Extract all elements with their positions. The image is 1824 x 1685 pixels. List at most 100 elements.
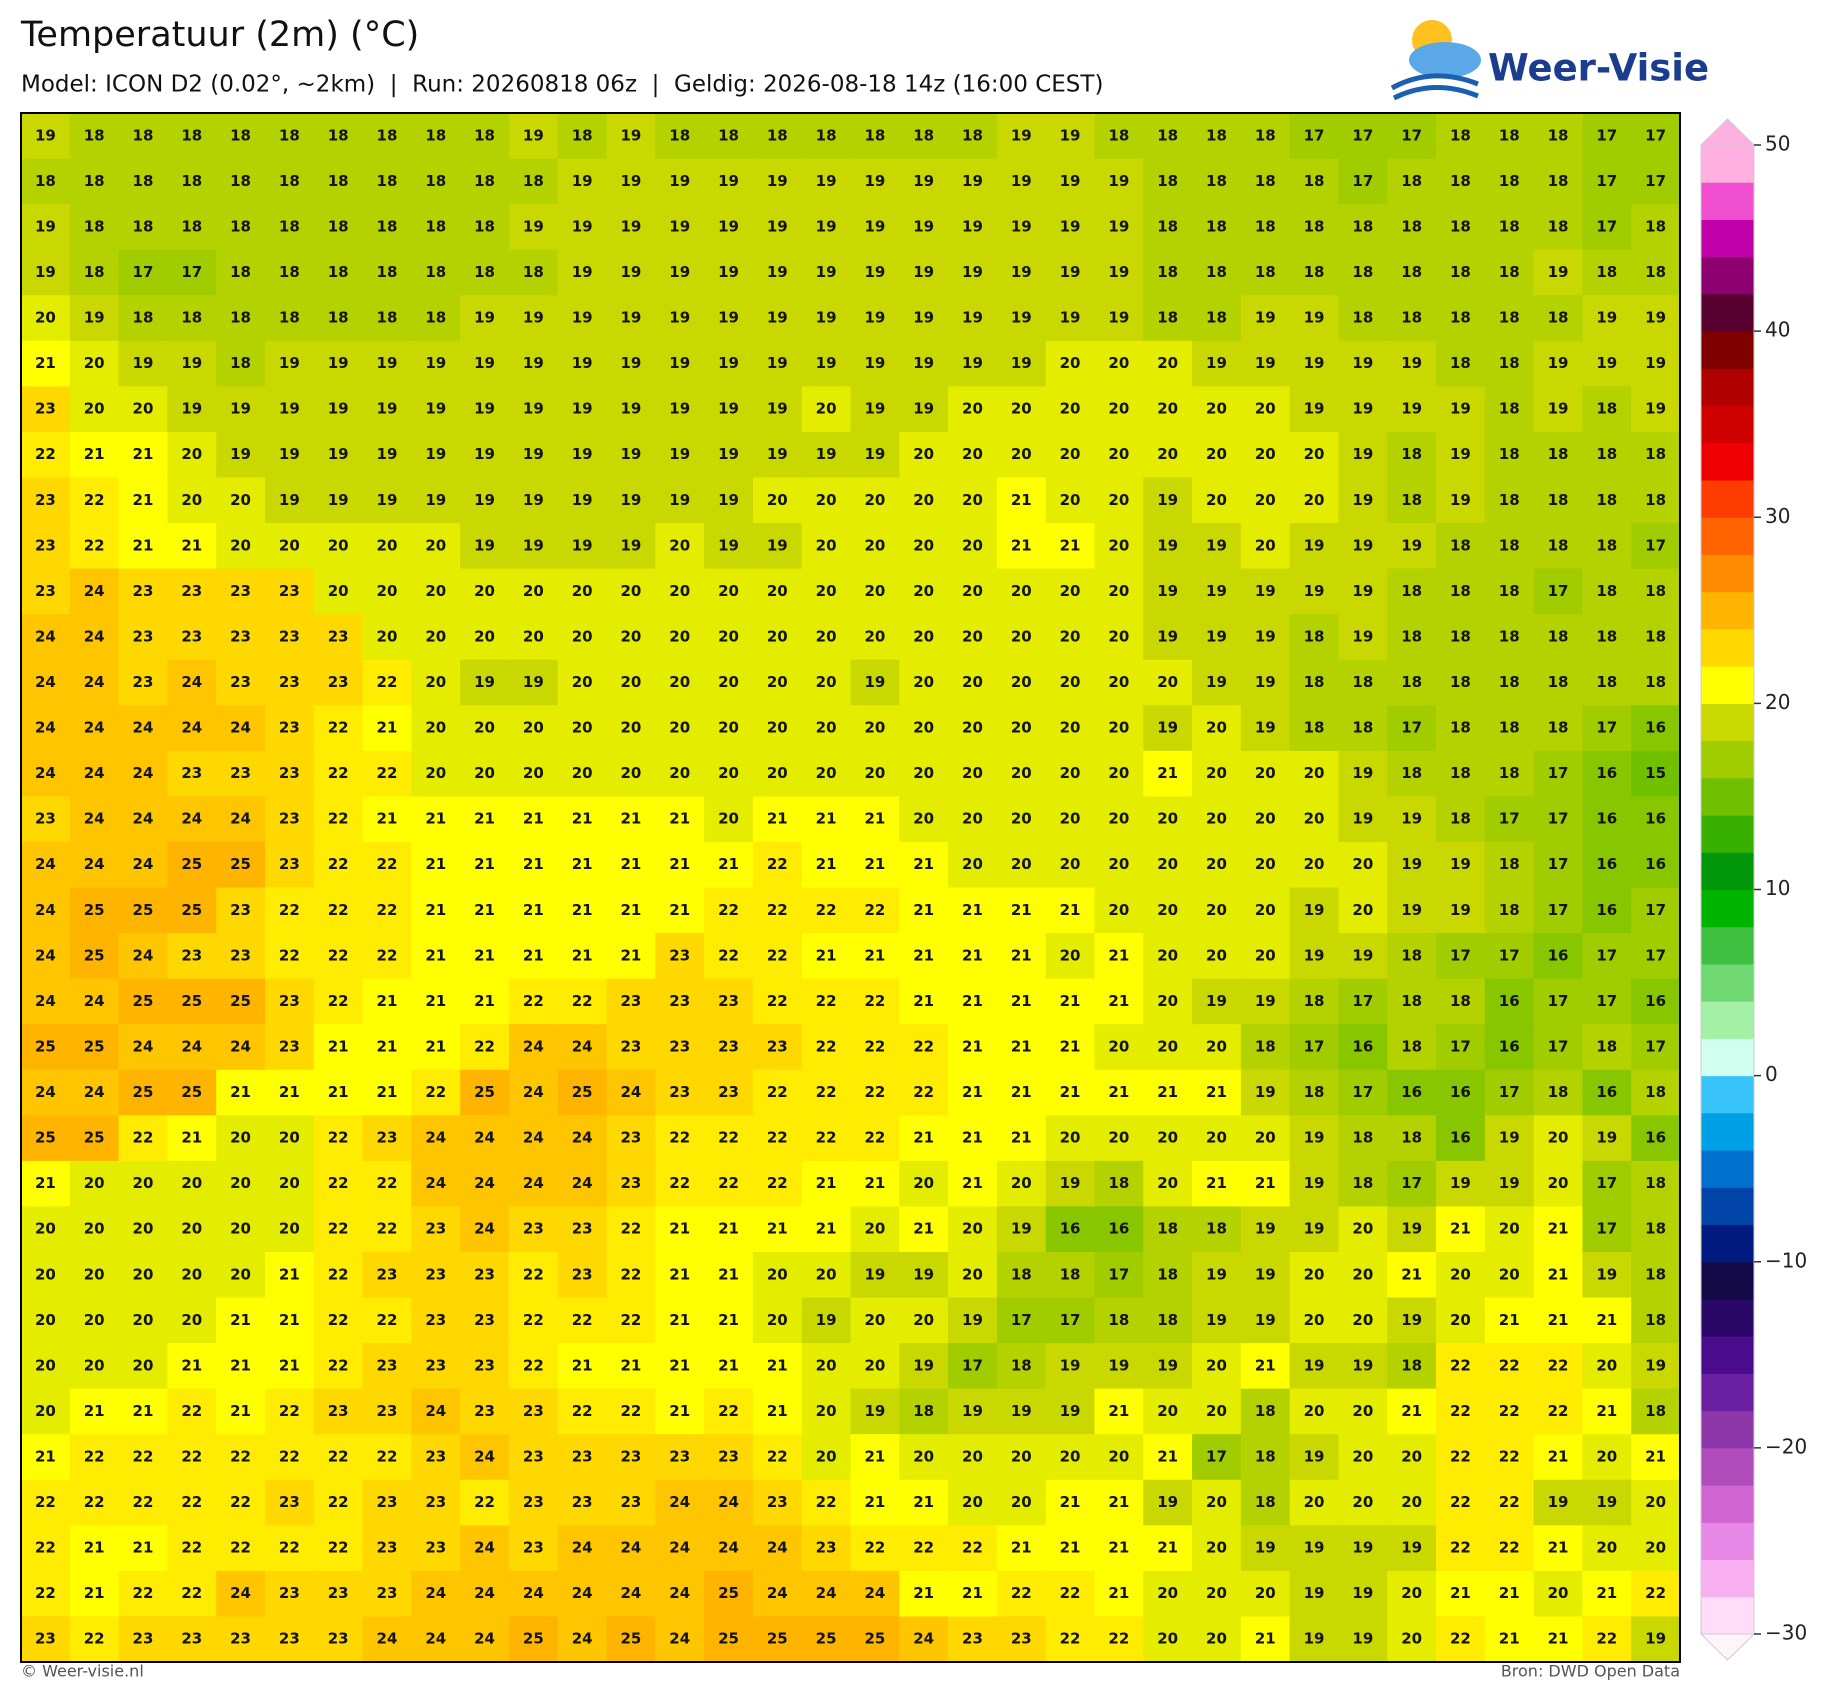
map-cell	[655, 295, 705, 342]
cell-value: 21	[1548, 1265, 1569, 1283]
cell-value: 17	[1645, 172, 1666, 190]
cell-value: 25	[181, 855, 202, 873]
map-cell	[996, 568, 1047, 615]
map-cell	[1240, 431, 1291, 479]
cell-value: 23	[279, 582, 300, 600]
cell-value: 19	[1304, 1630, 1325, 1648]
map-cell	[655, 614, 705, 661]
colorbar-band	[1701, 1001, 1754, 1039]
cell-value: 20	[425, 673, 446, 691]
cell-value: 19	[1401, 901, 1422, 919]
map-cell	[167, 523, 217, 570]
map-cell	[1045, 477, 1096, 524]
cell-value: 20	[474, 764, 495, 782]
cell-value: 20	[230, 1129, 251, 1147]
cell-value: 19	[669, 491, 690, 509]
cell-value: 18	[1548, 627, 1569, 645]
map-cell	[1484, 340, 1535, 387]
cell-value: 24	[425, 1402, 446, 1420]
map-cell	[557, 386, 608, 433]
map-cell	[1436, 477, 1486, 524]
map-cell	[1484, 113, 1535, 160]
cell-value: 21	[474, 855, 495, 873]
cell-value: 18	[181, 126, 202, 144]
cell-value: 19	[767, 263, 788, 281]
map-cell	[362, 477, 412, 524]
cell-value: 20	[1255, 1129, 1276, 1147]
cell-value: 17	[1596, 946, 1617, 964]
colorbar-band	[1701, 963, 1754, 1002]
cell-value: 17	[1011, 1311, 1032, 1329]
cell-value: 18	[1596, 1037, 1617, 1055]
map-cell	[1045, 295, 1096, 342]
cell-value: 16	[1596, 901, 1617, 919]
cell-value: 20	[328, 582, 349, 600]
cell-value: 16	[1596, 1083, 1617, 1101]
logo: Weer-Visie	[1390, 20, 1709, 101]
map-cell	[1484, 659, 1535, 706]
map-cell	[1143, 295, 1193, 342]
cell-value: 22	[620, 1220, 641, 1238]
map-cell	[996, 705, 1047, 752]
cell-value: 20	[1206, 491, 1227, 509]
cell-value: 18	[1206, 217, 1227, 235]
map-cell	[948, 568, 998, 615]
cell-value: 21	[1011, 992, 1032, 1010]
map-cell	[313, 340, 364, 387]
map-cell	[899, 113, 949, 160]
cell-value: 21	[962, 992, 983, 1010]
map-cell	[1484, 249, 1535, 296]
cell-value: 20	[474, 582, 495, 600]
cell-value: 23	[230, 764, 251, 782]
cell-value: 22	[474, 1493, 495, 1511]
cell-value: 20	[962, 1447, 983, 1465]
map-cell	[313, 158, 364, 205]
cell-value: 21	[718, 1356, 739, 1374]
cell-value: 20	[84, 1220, 105, 1238]
cell-value: 23	[133, 673, 154, 691]
cell-value: 21	[864, 1447, 885, 1465]
cell-value: 19	[1011, 309, 1032, 327]
cell-value: 20	[1255, 400, 1276, 418]
cell-value: 20	[767, 491, 788, 509]
cell-value: 17	[1499, 810, 1520, 828]
cell-value: 21	[1060, 536, 1081, 554]
map-cell	[216, 386, 266, 433]
cell-value: 21	[523, 901, 544, 919]
map-cell	[850, 659, 900, 706]
map-cell	[1387, 477, 1437, 524]
cell-value: 21	[620, 855, 641, 873]
cell-value: 18	[1499, 445, 1520, 463]
map-cell	[996, 386, 1047, 433]
cell-value: 20	[913, 627, 934, 645]
map-cell	[460, 158, 510, 205]
cell-value: 18	[181, 309, 202, 327]
cell-value: 19	[1206, 1265, 1227, 1283]
colorbar-band	[1701, 1447, 1754, 1486]
map-cell	[1631, 386, 1681, 433]
map-cell	[167, 750, 217, 797]
cell-value: 19	[669, 445, 690, 463]
cell-value: 18	[1645, 582, 1666, 600]
map-cell	[508, 568, 559, 615]
cell-value: 18	[474, 126, 495, 144]
cell-value: 23	[377, 1539, 398, 1557]
map-cell	[1436, 340, 1486, 387]
cell-value: 18	[1548, 491, 1569, 509]
map-cell	[1338, 158, 1388, 205]
cell-value: 21	[425, 946, 446, 964]
cell-value: 20	[133, 400, 154, 418]
map-cell	[69, 705, 120, 752]
cell-value: 20	[913, 445, 934, 463]
cell-value: 24	[181, 719, 202, 737]
cell-value: 17	[1206, 1447, 1227, 1465]
map-cell	[167, 204, 217, 251]
map-cell	[1143, 431, 1193, 479]
cell-value: 25	[133, 901, 154, 919]
cell-value: 21	[1401, 1402, 1422, 1420]
cell-value: 20	[1548, 1584, 1569, 1602]
cell-value: 20	[1060, 491, 1081, 509]
cell-value: 24	[572, 1630, 593, 1648]
cell-value: 20	[181, 491, 202, 509]
map-cell	[362, 113, 412, 160]
